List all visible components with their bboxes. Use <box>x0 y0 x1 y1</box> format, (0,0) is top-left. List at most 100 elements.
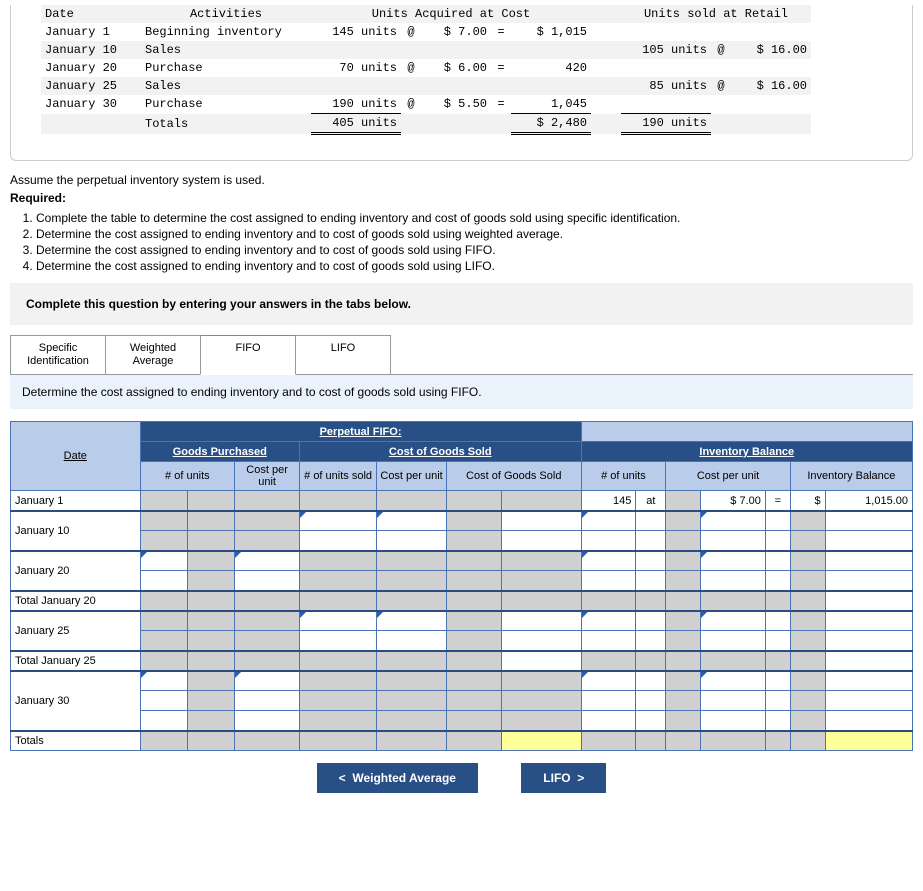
jan1-inv-cost[interactable]: $ 7.00 <box>701 491 766 511</box>
cell-price: $ 7.00 <box>421 23 491 41</box>
row-jan25: January 25 <box>11 611 141 651</box>
cell-activity: Sales <box>141 77 311 95</box>
cell-sold-at: @ <box>711 41 731 59</box>
row-jan1: January 1 <box>11 491 141 511</box>
input-cell[interactable] <box>140 671 187 691</box>
input-cell[interactable] <box>581 551 636 571</box>
cell-price: $ 6.00 <box>421 59 491 77</box>
cell-total: 420 <box>511 59 591 77</box>
sub-cost-3: Cost per unit <box>666 462 791 491</box>
assume-text: Assume the perpetual inventory system is… <box>10 173 913 187</box>
next-label: LIFO <box>543 771 570 785</box>
row-tjan25: Total January 25 <box>11 651 141 671</box>
jan1-eq: = <box>765 491 790 511</box>
col-acquired: Units Acquired at Cost <box>311 5 591 23</box>
col-sold: Units sold at Retail <box>621 5 811 23</box>
hdr-cogs: Cost of Goods Sold <box>299 442 581 462</box>
row-totals: Totals <box>11 731 141 751</box>
col-activities: Activities <box>141 5 311 23</box>
input-cell[interactable] <box>299 611 376 631</box>
cell-sold-price: $ 16.00 <box>731 77 811 95</box>
input-cell[interactable] <box>581 511 636 531</box>
cell-units: 70 units <box>311 59 401 77</box>
jan1-inv-units[interactable]: 145 <box>581 491 636 511</box>
cell-activity: Beginning inventory <box>141 23 311 41</box>
tabs-note: Complete this question by entering your … <box>10 283 913 325</box>
input-cell[interactable] <box>377 611 447 631</box>
inv-total <box>825 731 912 751</box>
row-jan10: January 10 <box>11 511 141 551</box>
input-cell[interactable] <box>701 611 766 631</box>
sub-invbal: Inventory Balance <box>790 462 912 491</box>
row-jan20: January 20 <box>11 551 141 591</box>
input-cell[interactable] <box>140 551 187 571</box>
hdr-goods: Goods Purchased <box>140 442 299 462</box>
input-cell[interactable] <box>581 611 636 631</box>
cell-sold-at: @ <box>711 77 731 95</box>
row-tjan20: Total January 20 <box>11 591 141 611</box>
chevron-left-icon: < <box>339 771 346 785</box>
col-date: Date <box>41 5 141 23</box>
cell-activity: Sales <box>141 41 311 59</box>
jan1-inv-bal: 1,015.00 <box>825 491 912 511</box>
cell-price: $ 5.50 <box>421 95 491 114</box>
hdr-date: Date <box>11 422 141 491</box>
cell-at: @ <box>401 59 421 77</box>
tab-specific-identification[interactable]: Specific Identification <box>10 335 106 374</box>
sub-units-sold: # of units sold <box>299 462 376 491</box>
req-item-2: Determine the cost assigned to ending in… <box>36 227 913 241</box>
sub-units-1: # of units <box>140 462 235 491</box>
input-cell[interactable] <box>235 551 300 571</box>
sub-cogs: Cost of Goods Sold <box>446 462 581 491</box>
required-label: Required: <box>10 191 66 205</box>
cell-date: January 25 <box>41 77 141 95</box>
cogs-total <box>501 731 581 751</box>
cell-date: January 10 <box>41 41 141 59</box>
jan1-at: at <box>636 491 666 511</box>
req-item-3: Determine the cost assigned to ending in… <box>36 243 913 257</box>
cell-date: January 1 <box>41 23 141 41</box>
tab-weighted-average[interactable]: Weighted Average <box>105 335 201 374</box>
totals-units: 405 units <box>311 114 401 134</box>
fifo-table: Date Perpetual FIFO: Goods Purchased Cos… <box>10 421 913 751</box>
hdr-inv: Inventory Balance <box>581 442 912 462</box>
row-jan30: January 30 <box>11 671 141 731</box>
activity-table: Date Activities Units Acquired at Cost U… <box>41 5 811 135</box>
input-cell[interactable] <box>235 671 300 691</box>
input-cell[interactable] <box>701 551 766 571</box>
cell-at: @ <box>401 95 421 114</box>
sub-units-3: # of units <box>581 462 666 491</box>
tab-fifo[interactable]: FIFO <box>200 335 296 375</box>
input-cell[interactable] <box>299 511 376 531</box>
input-cell[interactable] <box>377 511 447 531</box>
req-item-1: Complete the table to determine the cost… <box>36 211 913 225</box>
prev-button[interactable]: < Weighted Average <box>317 763 478 793</box>
cell-eq: = <box>491 59 511 77</box>
cell-activity: Purchase <box>141 95 311 114</box>
tab-instruction: Determine the cost assigned to ending in… <box>10 375 913 409</box>
cell-sold-units: 85 units <box>621 77 711 95</box>
cell-at: @ <box>401 23 421 41</box>
sub-cost-1: Cost per unit <box>235 462 300 491</box>
input-cell[interactable] <box>701 671 766 691</box>
hdr-title: Perpetual FIFO: <box>140 422 581 442</box>
cell-eq: = <box>491 95 511 114</box>
next-button[interactable]: LIFO > <box>521 763 606 793</box>
cell-date: January 30 <box>41 95 141 114</box>
cell-total: $ 1,015 <box>511 23 591 41</box>
totals-sold: 190 units <box>621 114 711 134</box>
sub-cost-2: Cost per unit <box>377 462 447 491</box>
jan1-dollar: $ <box>790 491 825 511</box>
input-cell[interactable] <box>581 671 636 691</box>
chevron-right-icon: > <box>577 771 584 785</box>
cell-total: 1,045 <box>511 95 591 114</box>
tab-lifo[interactable]: LIFO <box>295 335 391 374</box>
instructions-block: Assume the perpetual inventory system is… <box>10 173 913 273</box>
cell-units: 190 units <box>311 95 401 114</box>
cell-sold-price: $ 16.00 <box>731 41 811 59</box>
cell-date: January 20 <box>41 59 141 77</box>
prev-label: Weighted Average <box>352 771 456 785</box>
input-cell[interactable] <box>701 511 766 531</box>
cell-sold-units: 105 units <box>621 41 711 59</box>
totals-label: Totals <box>141 114 311 134</box>
